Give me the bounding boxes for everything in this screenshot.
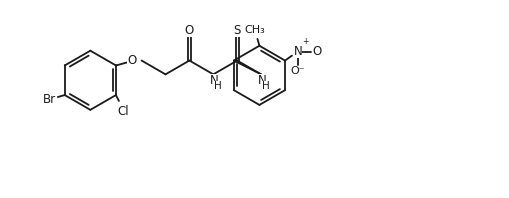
Text: Cl: Cl	[117, 105, 128, 118]
Text: CH₃: CH₃	[244, 25, 264, 35]
Text: N: N	[210, 74, 218, 87]
Text: O⁻: O⁻	[290, 66, 304, 76]
Text: O: O	[312, 45, 321, 58]
Text: Br: Br	[42, 93, 55, 107]
Text: O: O	[127, 54, 136, 67]
Text: N: N	[293, 45, 302, 58]
Text: S: S	[233, 24, 240, 37]
Text: H: H	[262, 81, 269, 91]
Text: O: O	[184, 24, 193, 37]
Text: H: H	[214, 81, 222, 91]
Text: +: +	[301, 37, 307, 46]
Text: N: N	[257, 74, 266, 87]
